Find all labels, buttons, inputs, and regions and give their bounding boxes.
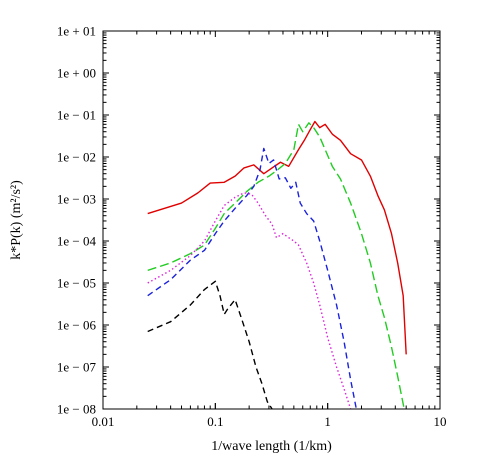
y-tick-label: 1e − 06 — [57, 318, 97, 333]
series-line-3 — [147, 147, 358, 409]
series-line-4 — [147, 192, 352, 409]
series-line-2 — [147, 122, 405, 409]
series-line-5 — [147, 280, 273, 409]
x-tick-label: 10 — [434, 414, 447, 429]
x-tick-label: 0.1 — [207, 414, 223, 429]
x-axis-label: 1/wave length (1/km) — [211, 439, 332, 454]
plot-frame — [102, 30, 441, 410]
y-tick-label: 1e − 03 — [57, 192, 96, 207]
series-line-1 — [147, 120, 407, 355]
x-tick-label: 1 — [324, 414, 331, 429]
series-layer — [147, 120, 407, 409]
y-tick-label: 1e − 07 — [57, 360, 97, 375]
axis-ticks: 0.01 0.1 1 10 1e − 08 1e − 07 1e − 06 1e − 05 1e… — [57, 24, 447, 430]
x-tick-label: 0.01 — [92, 414, 115, 429]
y-tick-label: 1e − 02 — [57, 150, 96, 165]
y-tick-label: 1e + 00 — [57, 66, 96, 81]
y-axis-label: k*P(k) (m²/s²) — [9, 180, 24, 260]
y-tick-label: 1e − 05 — [57, 276, 96, 291]
y-tick-label: 1e + 01 — [57, 24, 96, 39]
y-tick-label: 1e − 04 — [57, 234, 97, 249]
y-tick-label: 1e − 08 — [57, 402, 96, 417]
y-tick-label: 1e − 01 — [57, 108, 96, 123]
